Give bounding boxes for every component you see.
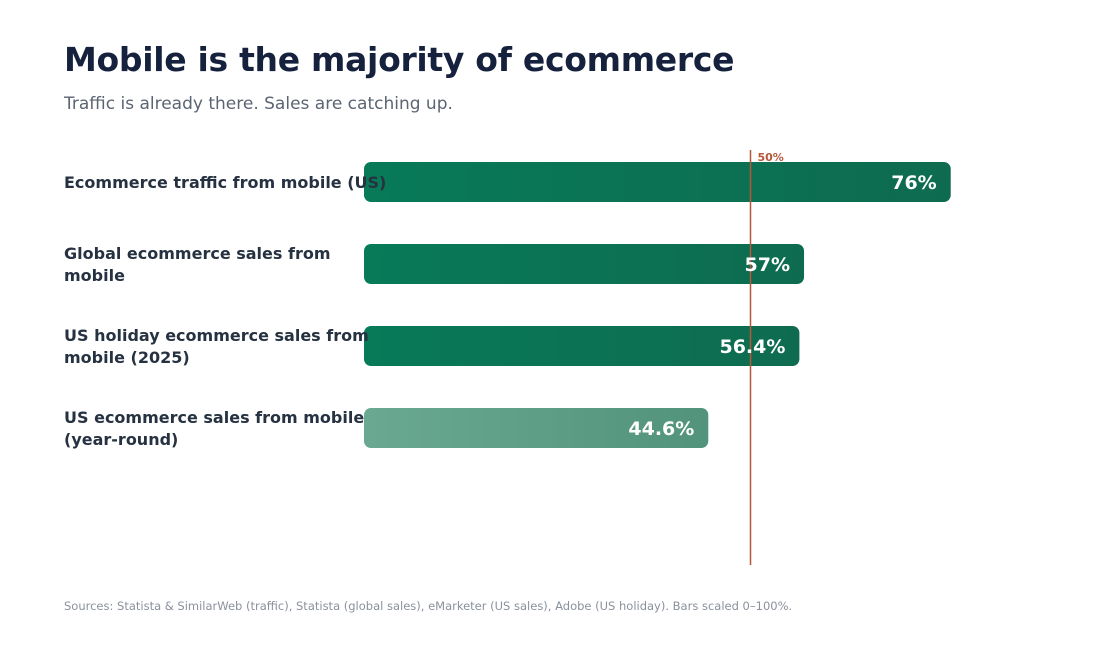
bar-2 bbox=[364, 326, 800, 366]
bar-1 bbox=[364, 244, 805, 284]
sources-footnote: Sources: Statista & SimilarWeb (traffic)… bbox=[64, 599, 793, 613]
chart-subtitle: Traffic is already there. Sales are catc… bbox=[64, 94, 453, 114]
category-label-2: US holiday ecommerce sales from mobile (2… bbox=[64, 326, 369, 367]
labels-layer: 76% Ecommerce traffic from mobile (US) 57%… bbox=[64, 172, 937, 449]
reference-line-label: 50% bbox=[758, 151, 784, 164]
category-label-3: US ecommerce sales from mobile (year-roun… bbox=[64, 408, 364, 449]
category-label-0: Ecommerce traffic from mobile (US) bbox=[64, 173, 386, 192]
bars-layer bbox=[364, 162, 951, 448]
category-label-1: Global ecommerce sales from mobile bbox=[64, 244, 331, 285]
bar-value-label-1: 57% bbox=[745, 254, 790, 276]
chart-title: Mobile is the majority of ecommerce bbox=[64, 40, 735, 79]
bar-value-label-0: 76% bbox=[891, 172, 936, 194]
bar-value-label-2: 56.4% bbox=[719, 336, 785, 358]
bar-value-label-3: 44.6% bbox=[628, 418, 694, 440]
bar-0 bbox=[364, 162, 951, 202]
bar-3 bbox=[364, 408, 709, 448]
reference-layer: 50% bbox=[749, 150, 784, 565]
